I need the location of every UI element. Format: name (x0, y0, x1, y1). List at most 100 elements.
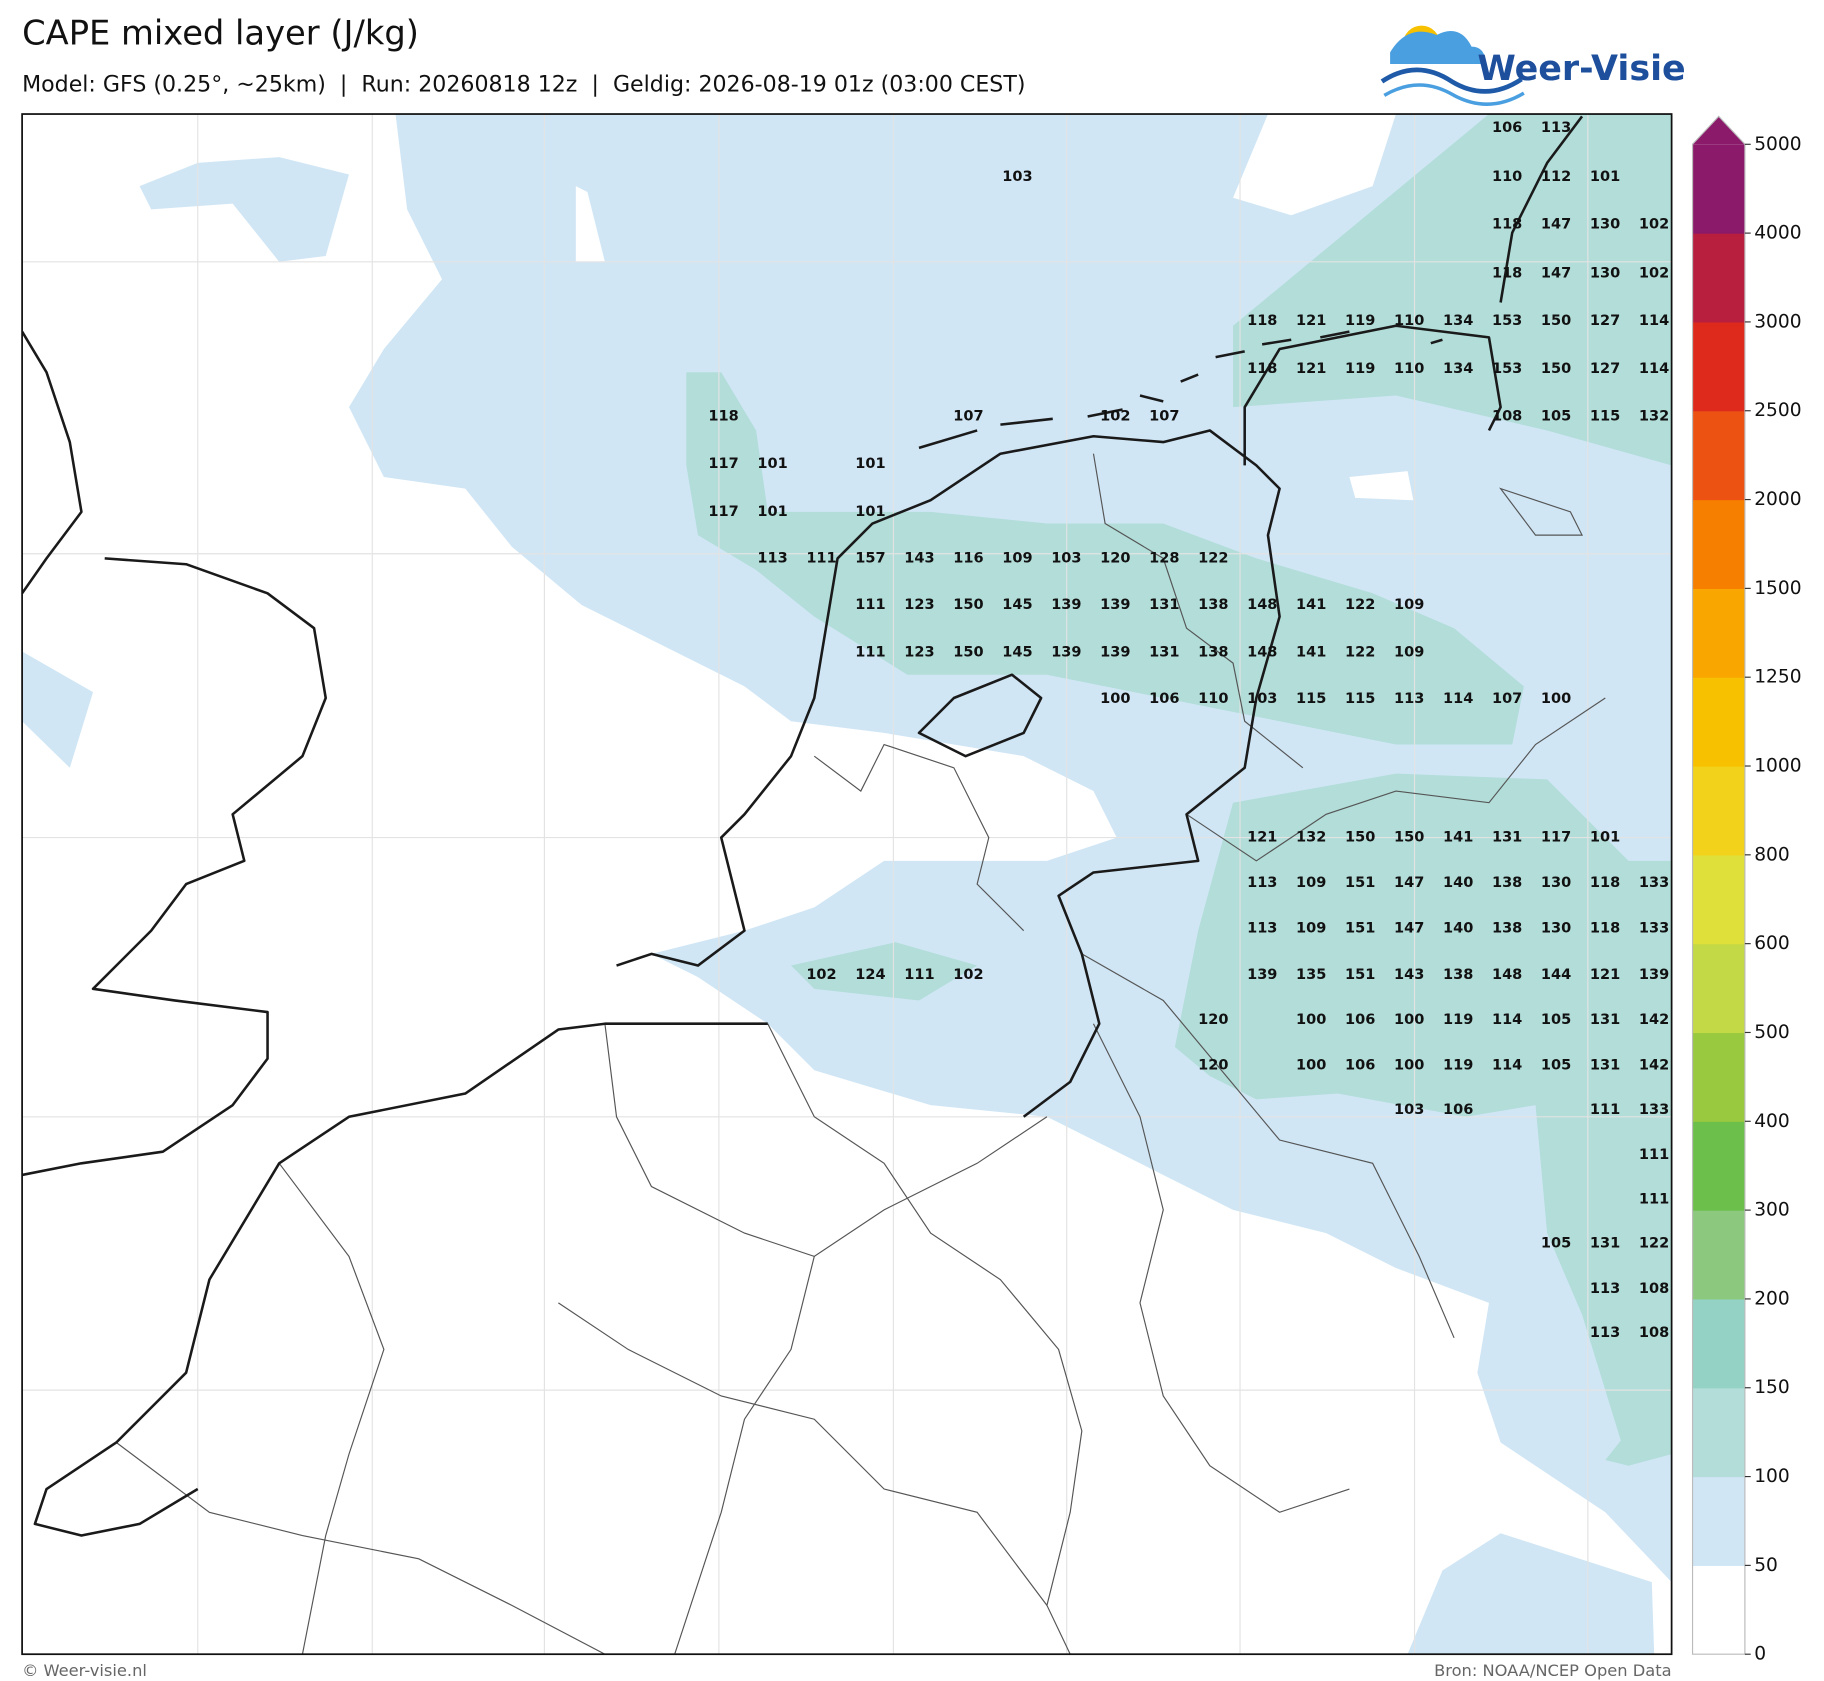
value-label: 100 (1394, 1012, 1424, 1028)
value-label: 105 (1541, 1012, 1571, 1028)
value-label: 131 (1149, 597, 1179, 613)
colorbar-segment (1692, 1476, 1745, 1566)
value-label: 101 (757, 504, 787, 520)
value-label: 113 (1394, 691, 1424, 707)
colorbar-label: 1500 (1754, 578, 1801, 599)
value-label: 101 (1590, 169, 1620, 185)
value-label: 107 (1492, 691, 1522, 707)
value-label: 121 (1296, 313, 1326, 329)
value-label: 111 (1639, 1191, 1669, 1207)
value-label: 111 (1639, 1147, 1669, 1163)
value-label: 118 (1590, 920, 1620, 936)
colorbar-label: 1250 (1754, 667, 1801, 688)
value-label: 135 (1296, 967, 1326, 983)
colorbar-segment (1692, 144, 1745, 234)
colorbar-label: 500 (1754, 1022, 1790, 1043)
value-label: 122 (1345, 597, 1375, 613)
value-label: 106 (1443, 1102, 1473, 1118)
value-label: 147 (1541, 217, 1571, 233)
value-label: 118 (1247, 361, 1277, 377)
value-label: 111 (1590, 1102, 1620, 1118)
colorbar-segment (1692, 588, 1745, 678)
value-label: 110 (1394, 313, 1424, 329)
value-label: 114 (1639, 361, 1669, 377)
value-label: 120 (1100, 550, 1130, 566)
value-label: 130 (1541, 920, 1571, 936)
value-label: 113 (1541, 120, 1571, 136)
value-label: 118 (1492, 217, 1522, 233)
value-label: 108 (1492, 408, 1522, 424)
value-label: 144 (1541, 967, 1571, 983)
value-label: 102 (1639, 217, 1669, 233)
value-label: 120 (1198, 1012, 1228, 1028)
value-label: 103 (1051, 550, 1081, 566)
value-label: 143 (1394, 967, 1424, 983)
value-label: 131 (1590, 1236, 1620, 1252)
value-label: 114 (1492, 1058, 1522, 1074)
value-label: 102 (1100, 408, 1130, 424)
value-label: 115 (1345, 691, 1375, 707)
value-label: 109 (1002, 550, 1032, 566)
value-label: 112 (1541, 169, 1571, 185)
footer-left: © Weer-visie.nl (22, 1661, 147, 1680)
value-label: 133 (1639, 920, 1669, 936)
colorbar-label: 4000 (1754, 223, 1801, 244)
value-label: 121 (1590, 967, 1620, 983)
colorbar-label: 150 (1754, 1377, 1790, 1398)
value-label: 139 (1639, 967, 1669, 983)
colorbar: 0 50 100 150 200 300 400 500 600 800 1000 1250 1500 2… (1691, 115, 1802, 1665)
value-label: 100 (1541, 691, 1571, 707)
value-label: 100 (1296, 1012, 1326, 1028)
value-label: 102 (1639, 265, 1669, 281)
colorbar-label: 50 (1754, 1555, 1778, 1576)
value-label: 101 (757, 456, 787, 472)
value-label: 113 (757, 550, 787, 566)
value-label: 108 (1639, 1281, 1669, 1297)
value-label: 100 (1394, 1058, 1424, 1074)
value-label: 123 (904, 597, 934, 613)
value-label: 143 (904, 550, 934, 566)
value-label: 113 (1247, 920, 1277, 936)
value-label: 101 (855, 456, 885, 472)
value-label: 147 (1541, 265, 1571, 281)
value-label: 127 (1590, 361, 1620, 377)
value-label: 110 (1394, 361, 1424, 377)
value-label: 103 (1394, 1102, 1424, 1118)
colorbar-segment (1692, 1210, 1745, 1300)
value-label: 145 (1002, 645, 1032, 661)
value-label: 113 (1247, 875, 1277, 891)
value-label: 150 (953, 645, 983, 661)
value-label: 111 (904, 967, 934, 983)
value-label: 109 (1394, 645, 1424, 661)
colorbar-label: 400 (1754, 1111, 1790, 1132)
cape-50-100 (22, 114, 1672, 1655)
cape-100-150 (686, 114, 1672, 1466)
footer-right: Bron: NOAA/NCEP Open Data (1434, 1661, 1672, 1680)
colorbar-segment (1692, 1565, 1745, 1655)
logo: Weer-Visie (1380, 25, 1686, 106)
value-label: 151 (1345, 967, 1375, 983)
value-label: 131 (1590, 1058, 1620, 1074)
value-label: 141 (1296, 645, 1326, 661)
value-label: 133 (1639, 875, 1669, 891)
value-label: 113 (1590, 1281, 1620, 1297)
value-label: 106 (1149, 691, 1179, 707)
value-label: 141 (1296, 597, 1326, 613)
value-label: 130 (1590, 217, 1620, 233)
value-label: 138 (1492, 920, 1522, 936)
map-frame (21, 113, 1673, 1656)
value-labels: 106 113 103 110 112 101 118 147 130 102 118 147 130 1… (708, 120, 1669, 1341)
value-label: 145 (1002, 597, 1032, 613)
value-label: 153 (1492, 313, 1522, 329)
value-label: 100 (1296, 1058, 1326, 1074)
value-label: 121 (1296, 361, 1326, 377)
colorbar-segment (1692, 499, 1745, 589)
subtitle: Model: GFS (0.25°, ~25km) | Run: 2026081… (22, 71, 1025, 97)
value-label: 111 (855, 597, 885, 613)
value-label: 119 (1443, 1058, 1473, 1074)
value-label: 131 (1492, 830, 1522, 846)
value-label: 151 (1345, 920, 1375, 936)
value-label: 138 (1198, 597, 1228, 613)
borders (115, 453, 1606, 1655)
